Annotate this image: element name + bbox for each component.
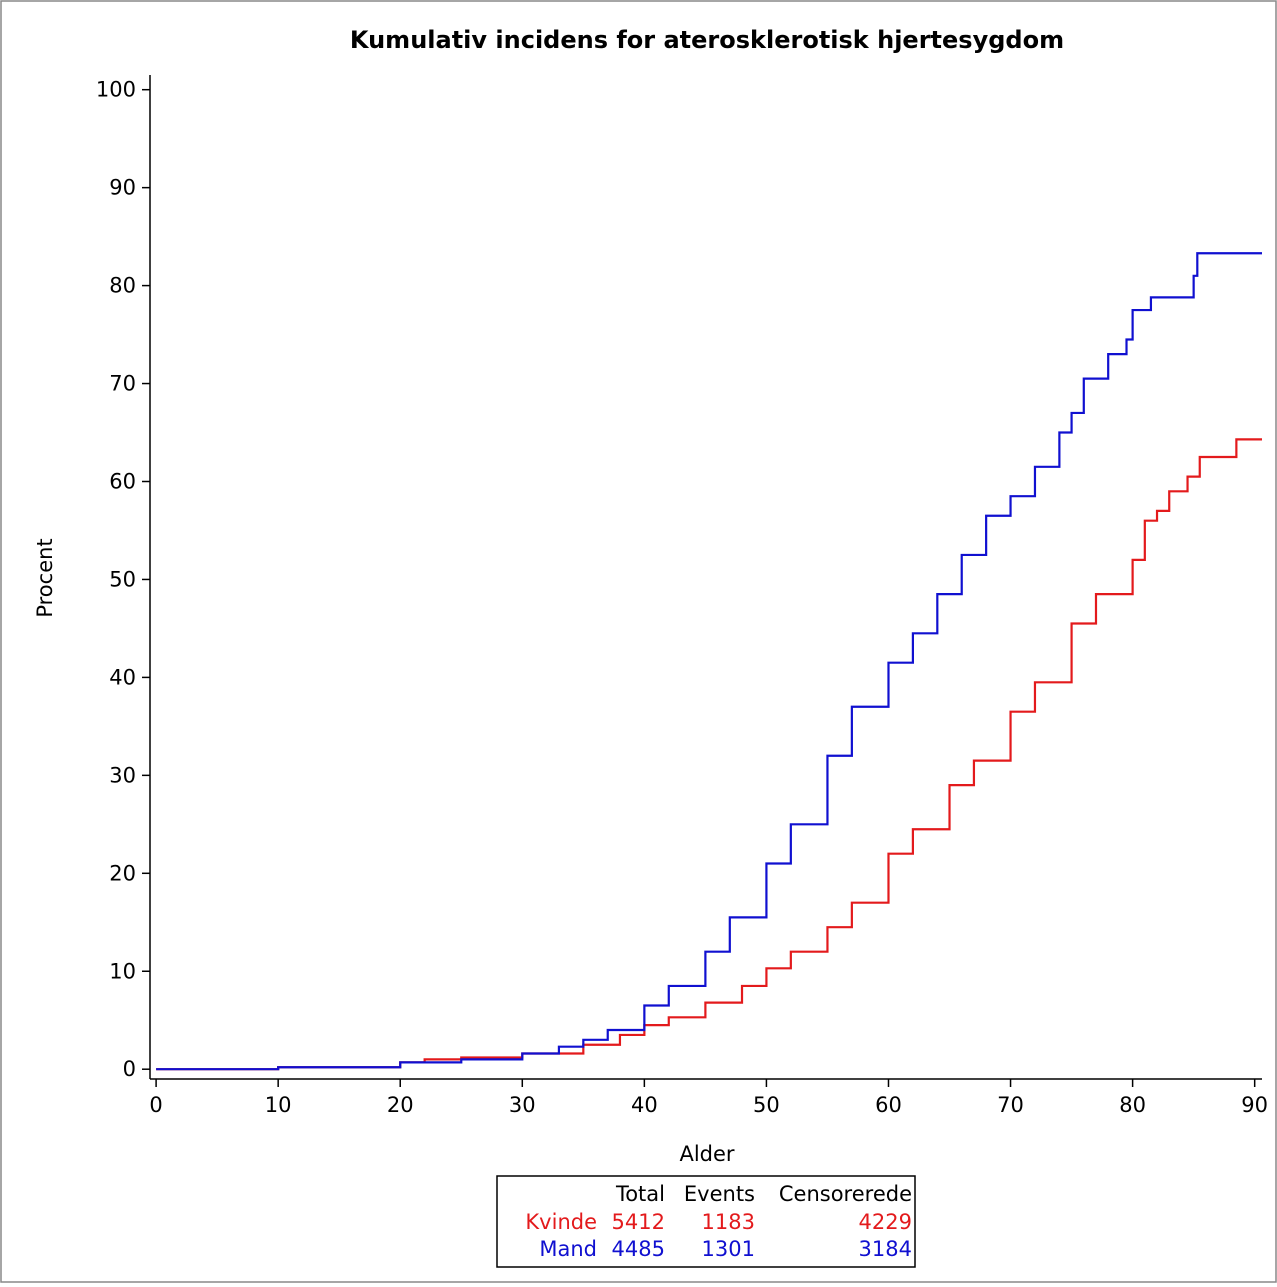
x-tick-label: 20 [387, 1093, 414, 1117]
y-tick-label: 50 [109, 567, 136, 591]
y-tick-label: 100 [96, 78, 136, 102]
x-tick-label: 50 [753, 1093, 780, 1117]
x-tick-label: 70 [997, 1093, 1024, 1117]
table-header: Total [615, 1182, 665, 1206]
step-line [156, 252, 1262, 1071]
x-tick-label: 60 [875, 1093, 902, 1117]
legend-name: Mand [539, 1237, 597, 1261]
chart-title: Kumulativ incidens for aterosklerotisk h… [350, 26, 1064, 54]
table-cell: 5412 [612, 1210, 665, 1234]
y-tick-label: 10 [109, 959, 136, 983]
x-tick-label: 10 [265, 1093, 292, 1117]
y-tick-label: 40 [109, 665, 136, 689]
y-tick-label: 70 [109, 372, 136, 396]
y-axis-label: Procent [33, 538, 57, 617]
y-tick-label: 20 [109, 861, 136, 885]
x-tick-label: 90 [1241, 1093, 1268, 1117]
x-tick-label: 30 [509, 1093, 536, 1117]
x-tick-label: 80 [1119, 1093, 1146, 1117]
y-tick-label: 30 [109, 763, 136, 787]
y-tick-label: 90 [109, 176, 136, 200]
table-header: Censorerede [779, 1182, 912, 1206]
table-cell: 4485 [612, 1237, 665, 1261]
table-cell: 3184 [859, 1237, 912, 1261]
x-tick-label: 40 [631, 1093, 658, 1117]
x-axis-label: Alder [679, 1142, 734, 1166]
y-tick-label: 0 [123, 1057, 136, 1081]
y-tick-label: 60 [109, 469, 136, 493]
y-tick-label: 80 [109, 274, 136, 298]
table-cell: 1183 [702, 1210, 755, 1234]
legend-name: Kvinde [525, 1210, 597, 1234]
table-header: Events [684, 1182, 755, 1206]
stats-table-box [496, 1175, 916, 1268]
table-cell: 1301 [702, 1237, 755, 1261]
table-cell: 4229 [859, 1210, 912, 1234]
x-tick-label: 0 [149, 1093, 162, 1117]
